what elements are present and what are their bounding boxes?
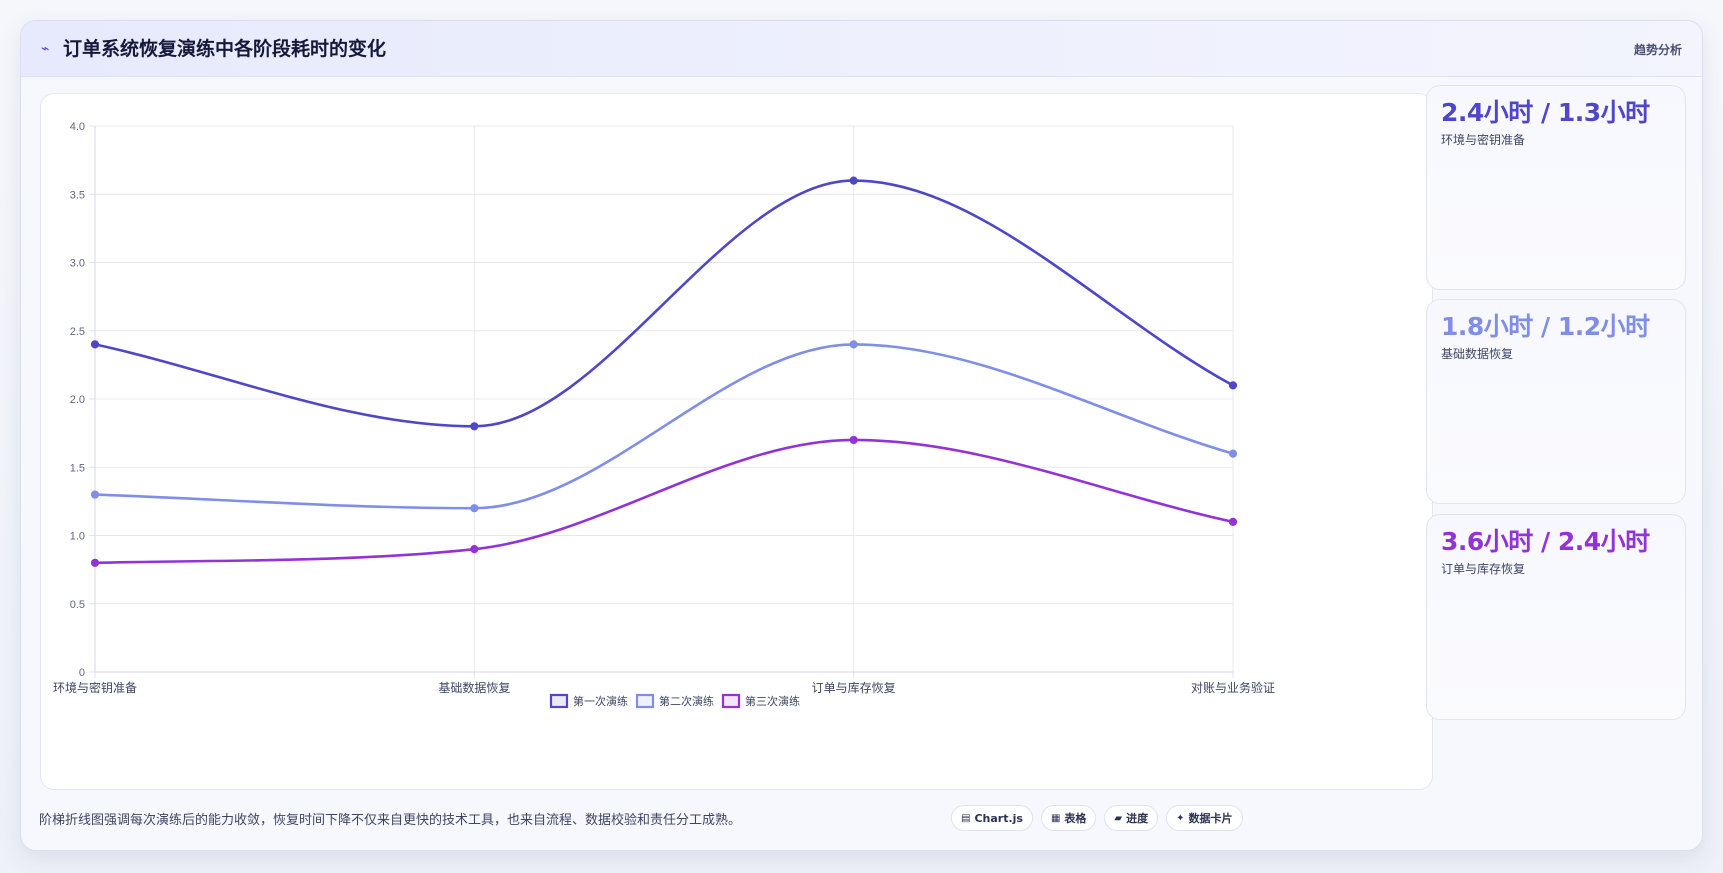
data-point	[470, 504, 479, 513]
trend-analysis-tag: 趋势分析	[1633, 43, 1682, 57]
y-tick-label: 4.0	[70, 121, 85, 133]
stat-label: 基础数据恢复	[1441, 347, 1514, 361]
data-point	[90, 340, 100, 349]
feature-chips: ▤ Chart.js ▦ 表格 ▰ 进度 ✦ 数据卡片	[951, 805, 1243, 831]
chart-title: 订单系统恢复演练中各阶段耗时的变化	[63, 38, 387, 60]
stat-card-2: 1.8小时 / 1.2小时 基础数据恢复	[1426, 299, 1686, 504]
chip-data-cards[interactable]: ✦ 数据卡片	[1166, 805, 1243, 831]
stat-value: 1.8小时 / 1.2小时	[1441, 312, 1650, 341]
chip-progress[interactable]: ▰ 进度	[1104, 805, 1159, 831]
legend-swatch	[721, 693, 741, 709]
data-point	[470, 422, 479, 431]
footer-note: 阶梯折线图强调每次演练后的能力收敛，恢复时间下降不仅来自更快的技术工具，也来自流…	[39, 813, 742, 828]
y-tick-label: 1.0	[70, 531, 85, 543]
y-tick-label: 0.5	[70, 599, 85, 611]
chip-label: 进度	[1126, 812, 1149, 825]
chip-chartjs[interactable]: ▤ Chart.js	[951, 805, 1033, 831]
stat-value: 2.4小时 / 1.3小时	[1441, 98, 1650, 127]
x-tick-label: 基础数据恢复	[438, 680, 510, 695]
y-tick-label: 3.0	[70, 258, 85, 270]
series-line-2	[93, 343, 1235, 510]
chip-table[interactable]: ▦ 表格	[1040, 805, 1097, 831]
y-tick-label: 2.0	[70, 394, 85, 406]
series-line-1	[93, 179, 1235, 428]
stat-card-3: 3.6小时 / 2.4小时 订单与库存恢复	[1426, 514, 1686, 720]
data-point	[1228, 517, 1238, 526]
chip-label: 数据卡片	[1188, 812, 1233, 825]
stat-label: 环境与密钥准备	[1441, 133, 1526, 147]
card-header: ⌁ 订单系统恢复演练中各阶段耗时的变化 趋势分析	[21, 21, 1702, 77]
table-icon: ▦	[1050, 812, 1061, 824]
stat-value: 3.6小时 / 2.4小时	[1441, 527, 1650, 556]
progress-icon: ▰	[1114, 812, 1123, 824]
legend-label: 第三次演练	[745, 694, 800, 708]
data-point	[90, 558, 100, 567]
chip-label: Chart.js	[974, 811, 1023, 825]
data-point	[470, 545, 479, 554]
stat-label: 订单与库存恢复	[1441, 562, 1526, 576]
data-point	[90, 490, 100, 499]
y-tick-label: 3.5	[70, 189, 85, 201]
series-line-3	[93, 438, 1235, 565]
legend-swatch	[549, 693, 569, 709]
chart-card: ⌁ 订单系统恢复演练中各阶段耗时的变化 趋势分析 0 0.5 1.0 1.5 2.0 2.…	[20, 20, 1703, 851]
y-tick-label: 2.5	[70, 326, 85, 338]
legend-label: 第二次演练	[659, 694, 714, 708]
sparkle-icon: ✦	[1176, 812, 1185, 824]
x-tick-label: 订单与库存恢复	[812, 680, 896, 695]
chart-icon: ▤	[961, 812, 971, 824]
chart-panel: 0 0.5 1.0 1.5 2.0 2.5 3.0 3.5 4.0 环境与密钥准备 基础数据恢复 订单…	[40, 93, 1433, 790]
stat-card-1: 2.4小时 / 1.3小时 环境与密钥准备	[1426, 85, 1686, 290]
x-tick-label: 对账与业务验证	[1191, 680, 1275, 695]
trend-line-icon: ⌁	[41, 41, 50, 57]
data-point	[849, 176, 858, 185]
y-tick-label: 0	[79, 667, 85, 679]
data-point	[1228, 449, 1238, 458]
data-point	[1228, 381, 1238, 390]
data-point	[849, 340, 858, 349]
legend-label: 第一次演练	[573, 694, 628, 708]
legend-swatch	[635, 693, 655, 709]
data-point	[849, 435, 858, 445]
line-chart: 0 0.5 1.0 1.5 2.0 2.5 3.0 3.5 4.0 环境与密钥准备 基础数据恢复 订单…	[53, 121, 1275, 709]
chip-label: 表格	[1064, 812, 1087, 825]
y-tick-label: 1.5	[70, 462, 85, 474]
x-tick-label: 环境与密钥准备	[53, 680, 137, 695]
